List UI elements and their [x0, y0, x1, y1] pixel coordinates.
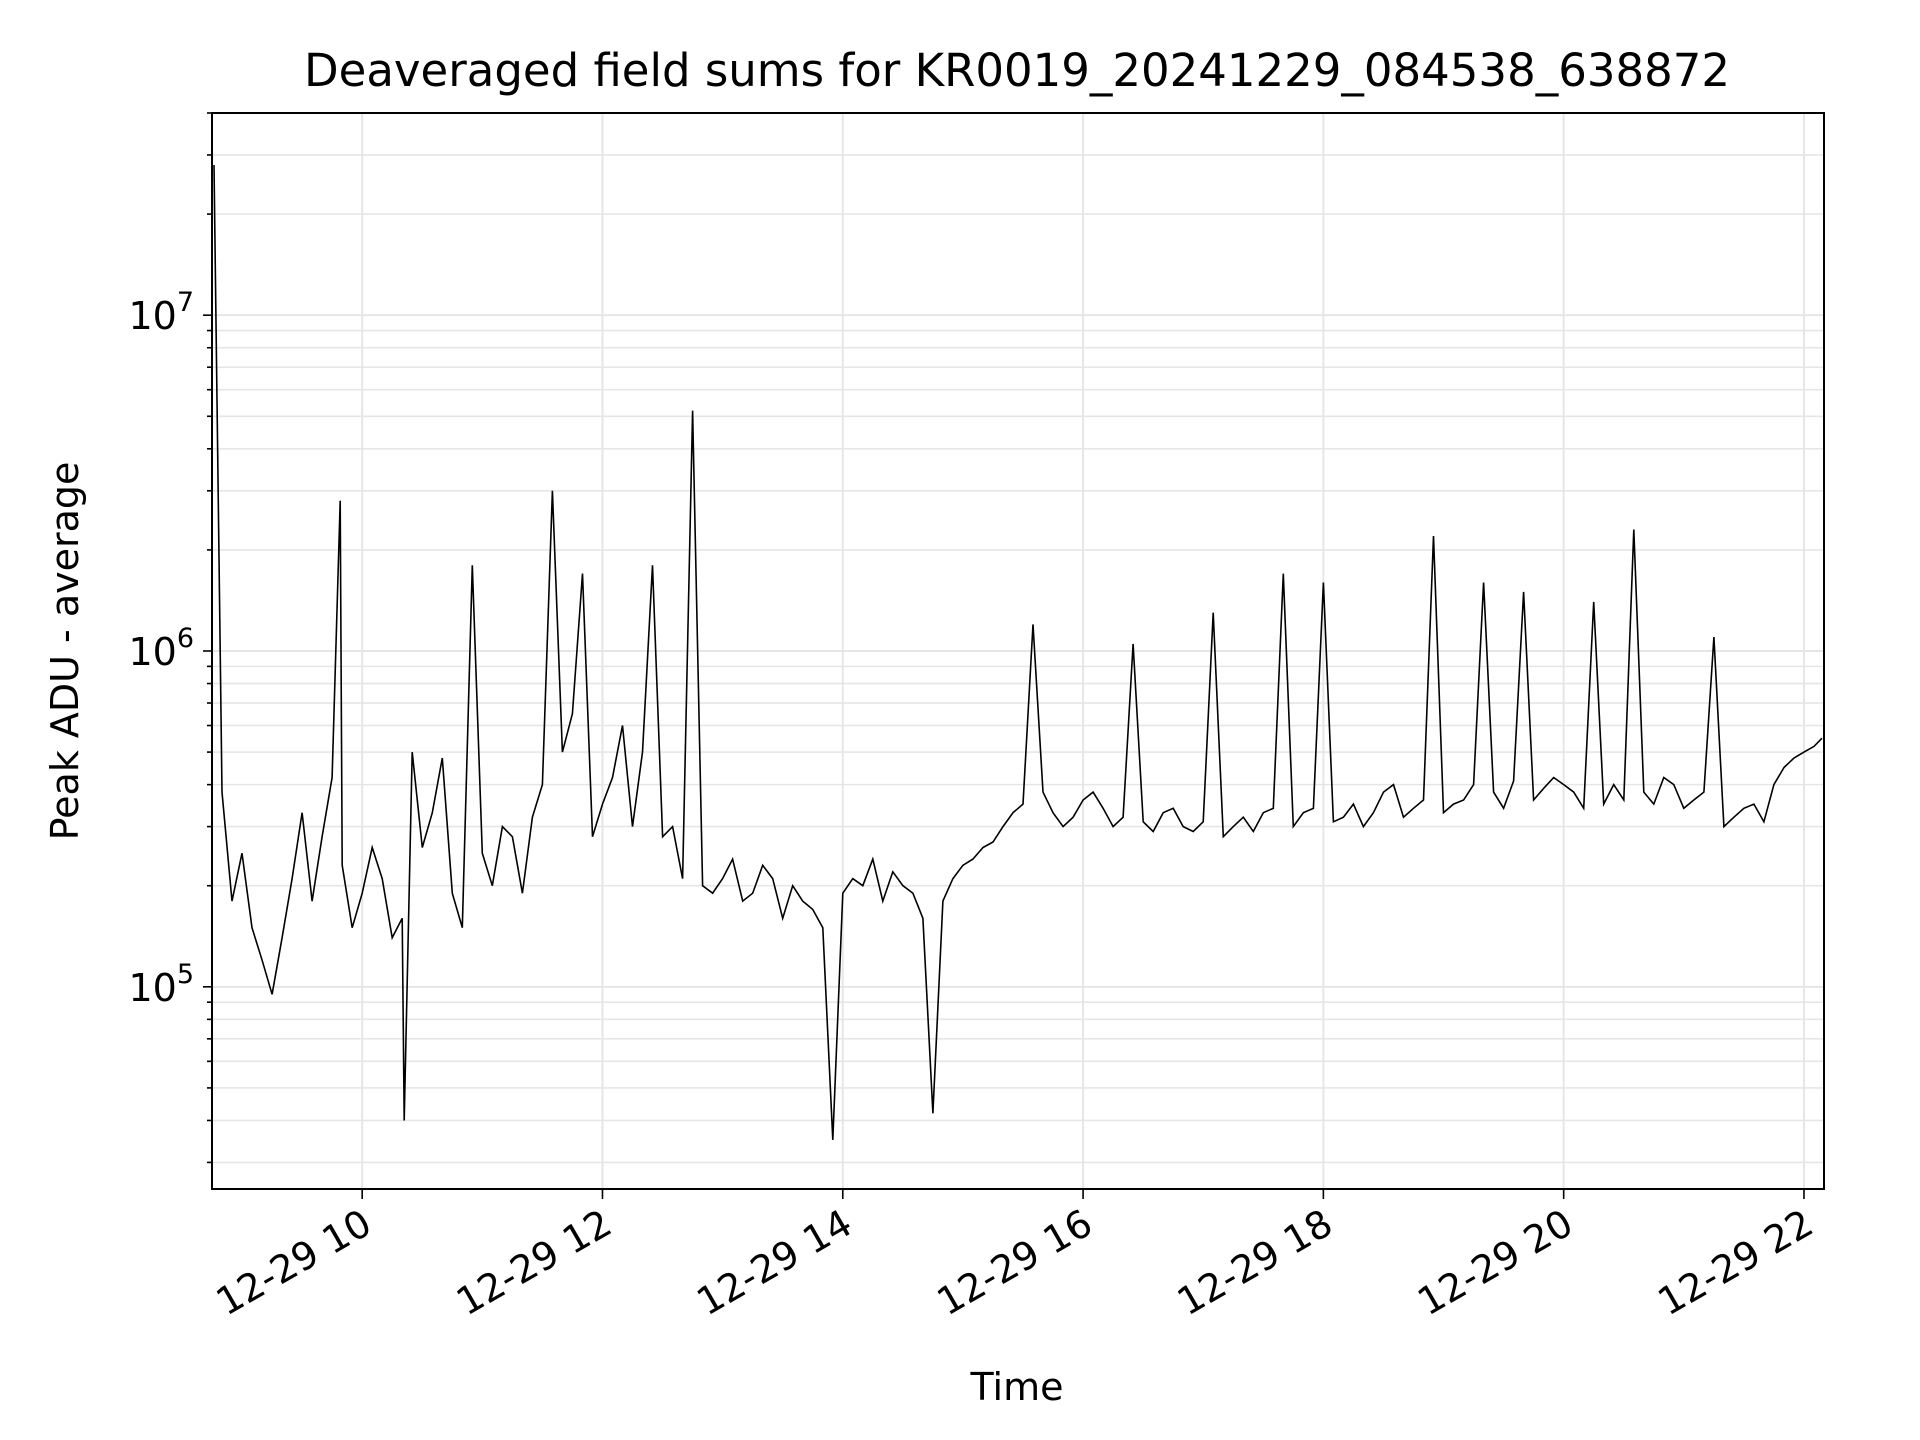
y-tick-label: 107 [128, 287, 194, 338]
x-axis-label: Time [970, 1365, 1064, 1409]
chart-title: Deaveraged field sums for KR0019_2024122… [304, 44, 1730, 97]
series-layer [213, 164, 1823, 1140]
series-line [213, 164, 1823, 1140]
y-tick-label: 106 [128, 623, 194, 674]
y-tick-label: 105 [128, 959, 194, 1010]
y-axis-label: Peak ADU - average [43, 462, 87, 841]
